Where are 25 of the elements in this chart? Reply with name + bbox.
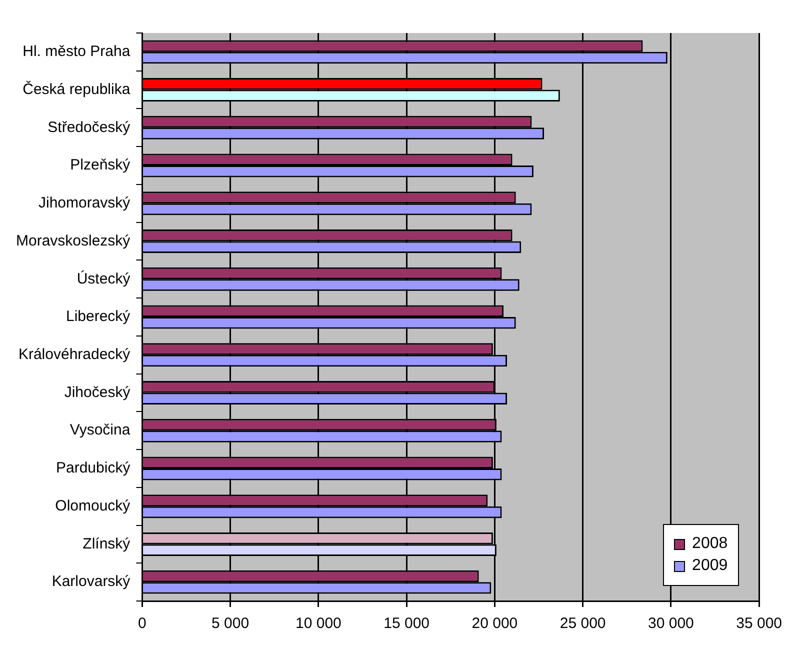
- y-tick-label: Olomoucký: [55, 497, 131, 514]
- y-tick-label: Středočeský: [48, 118, 131, 136]
- x-tick-label: 0: [138, 615, 146, 632]
- x-tick-label: 35 000: [736, 615, 782, 632]
- x-tick-label: 10 000: [295, 615, 342, 632]
- legend-label: 2008: [692, 535, 728, 553]
- legend-label: 2009: [692, 557, 728, 575]
- x-tick-label: 20 000: [472, 615, 518, 632]
- y-tick-label: Ústecký: [76, 269, 131, 288]
- y-tick-label: Jihomoravský: [38, 194, 131, 212]
- y-tick-label: Královéhradecký: [18, 346, 131, 364]
- y-tick-label: Hl. město Praha: [22, 43, 131, 60]
- y-tick-label: Zlínský: [82, 535, 131, 552]
- x-tick-label: 25 000: [560, 615, 606, 632]
- y-tick-label: Česká republika: [22, 80, 131, 98]
- y-tick-label: Jihočeský: [64, 384, 131, 401]
- x-tick-label: 30 000: [648, 615, 694, 632]
- y-tick-label: Plzeňský: [70, 156, 131, 174]
- y-tick-label: Pardubický: [56, 460, 131, 477]
- y-tick-label: Vysočina: [70, 422, 131, 439]
- y-tick-label: Karlovarský: [52, 573, 131, 590]
- y-tick-label: Liberecký: [66, 308, 131, 326]
- y-tick-label: Moravskoslezský: [16, 232, 131, 250]
- x-tick-label: 15 000: [384, 615, 430, 632]
- x-tick-label: 5 000: [212, 615, 250, 632]
